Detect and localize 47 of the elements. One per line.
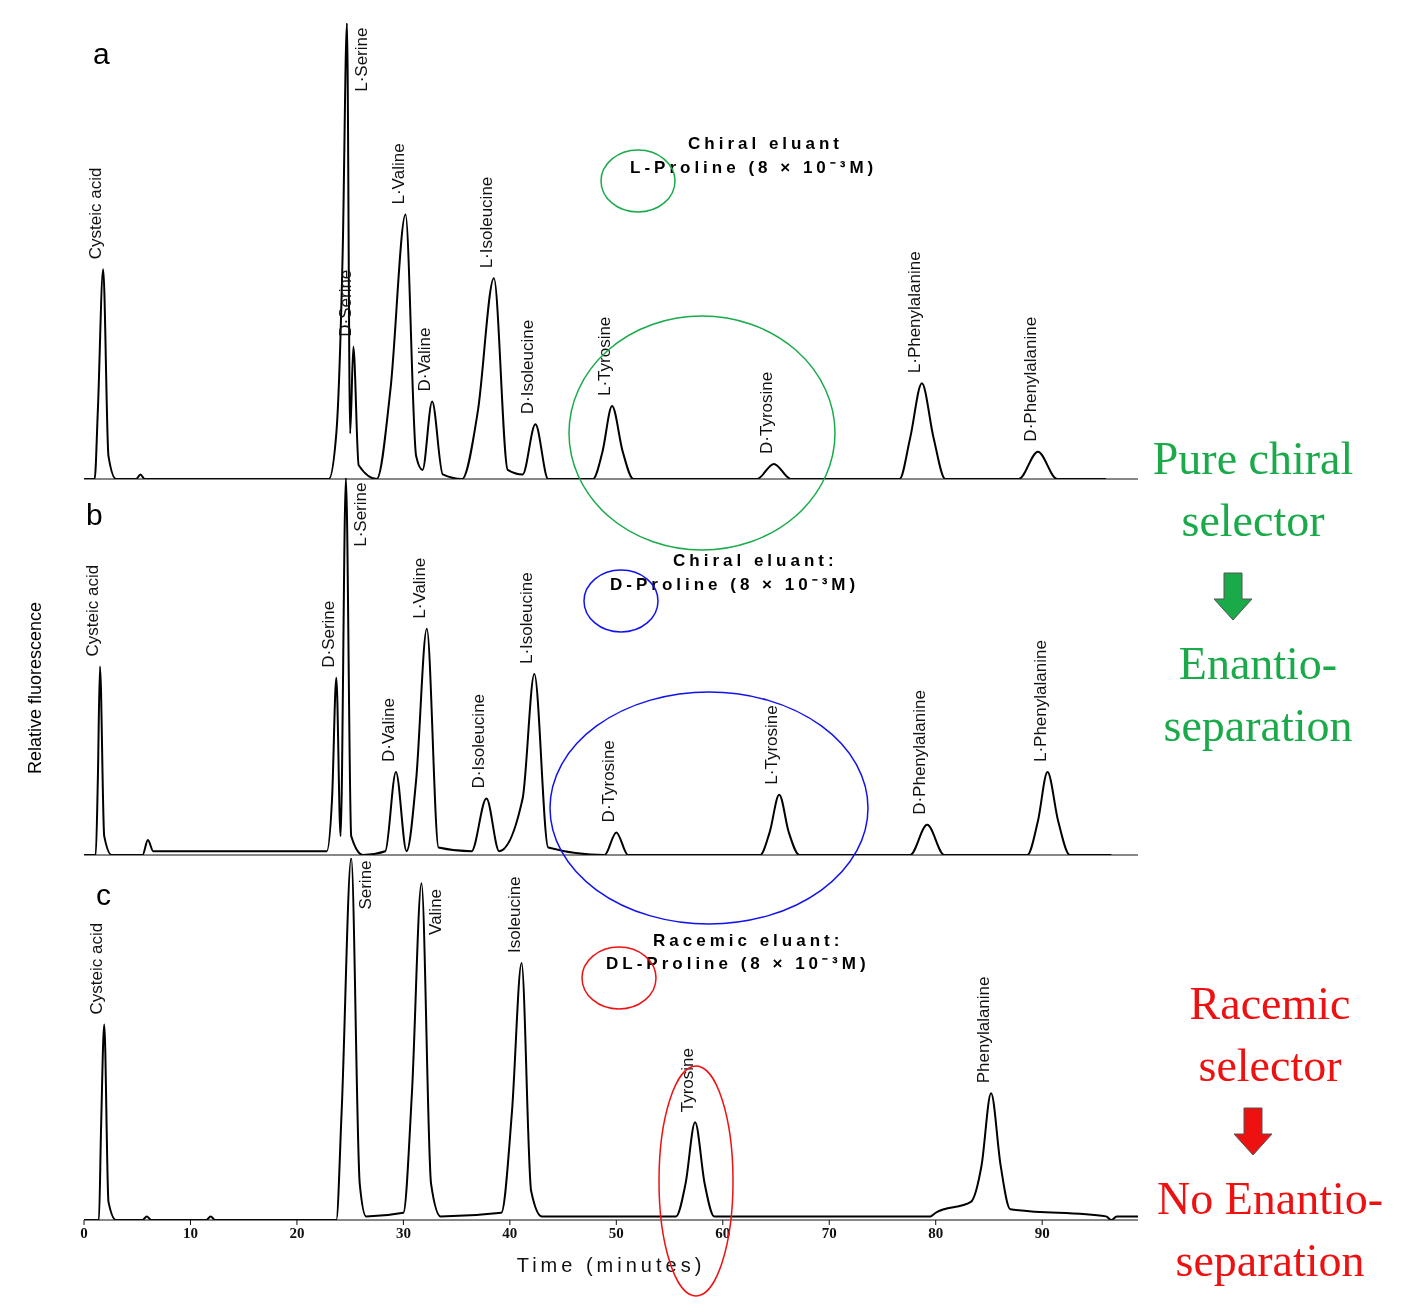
annotation: D·Tyrosine [599,740,619,823]
annotation: Cysteic acid [86,167,106,260]
annotation: Cysteic acid [87,922,107,1015]
annotation: Serine [356,860,376,910]
annotation: D·Isoleucine [469,693,489,789]
annotation: D·Isoleucine [518,319,538,415]
text: c [96,878,111,911]
annotation: D·Tyrosine [756,371,776,454]
annotation: L·Tyrosine [762,705,782,785]
annotation: L·Valine [409,557,429,619]
annotation: D·Valine [415,327,435,392]
annotation: L·Isoleucine [517,572,537,665]
x-tick-label: 90 [1034,1224,1050,1241]
text: Chiral eluant [688,134,843,154]
y-axis-title: Relative fluorescence [24,601,46,775]
annotation: D·Phenylalanine [910,690,930,815]
x-tick-label: 30 [395,1224,411,1241]
x-tick-label: 70 [821,1224,837,1241]
text: Enantio-separation [1162,637,1354,753]
annotation: Cysteic acid [82,564,102,657]
annotation: L·Serine [350,482,370,547]
annotation: Isoleucine [504,876,524,953]
annotation: D·Phenylalanine [1020,316,1040,442]
text: Chiral eluant: [673,551,838,571]
annotation: D·Serine [319,600,339,668]
text: b [86,498,103,531]
annotation: D·Valine [378,698,398,763]
annotation: Phenylalanine [974,976,994,1084]
text: No Enantio-separation [1155,1172,1385,1288]
x-tick-label: 20 [289,1224,305,1241]
x-tick-label: 10 [182,1224,198,1241]
x-tick-label: 50 [608,1224,624,1241]
text: a [93,37,110,70]
x-tick-label: 40 [502,1224,518,1241]
text: Pure chiral selector [1151,432,1355,548]
annotation: Valine [426,888,446,935]
annotation: L·Valine [388,143,408,205]
annotation: L·Isoleucine [476,176,496,269]
annotation: L·Serine [351,27,371,92]
x-tick-label: 0 [80,1224,88,1241]
annotation: L·Phenylalanine [904,251,924,374]
annotation: Tyrosine [678,1048,698,1113]
text: Racemic selector [1188,977,1352,1093]
text: Racemic eluant: [653,931,844,951]
x-tick-label: 80 [928,1224,944,1241]
annotation: L·Phenylalanine [1030,640,1050,763]
annotation: L·Tyrosine [595,316,615,397]
